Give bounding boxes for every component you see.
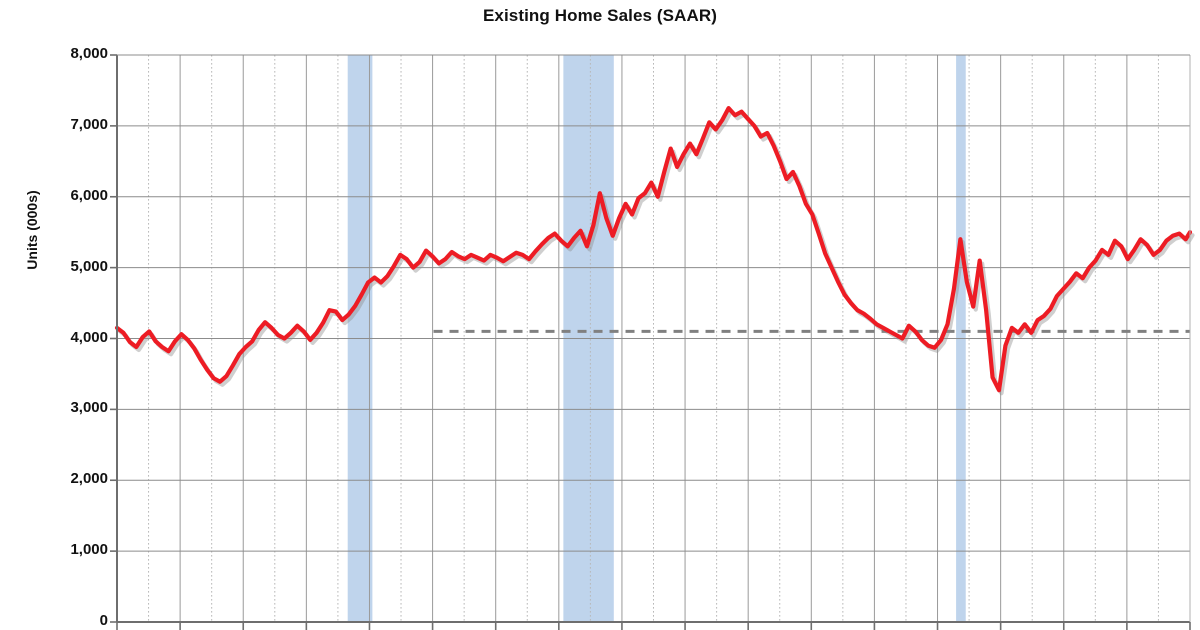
y-tick-label: 3,000: [70, 399, 108, 417]
axis-lines: [116, 54, 1191, 623]
y-tick-label: 2,000: [70, 470, 108, 488]
data-series-line-0: [114, 106, 1193, 393]
axis-tick-marks: [110, 54, 1191, 630]
y-tick-label: 0: [99, 612, 108, 629]
data-series-shadow: [117, 109, 1195, 396]
y-tick-label: 7,000: [70, 115, 108, 133]
y-tick-label: 6,000: [70, 186, 108, 204]
y-tick-label: 4,000: [70, 328, 108, 346]
y-tick-label: 8,000: [70, 45, 108, 62]
chart-title: Existing Home Sales (SAAR): [482, 6, 718, 25]
y-tick-label: 5,000: [70, 257, 108, 275]
y-axis-tick-labels: 0 1,000 2,000 3,000 4,000 5,000 6,000 7,000 8,00…: [32, 0, 108, 630]
data-series-line: [114, 106, 1195, 396]
y-tick-label: 1,000: [70, 541, 108, 559]
